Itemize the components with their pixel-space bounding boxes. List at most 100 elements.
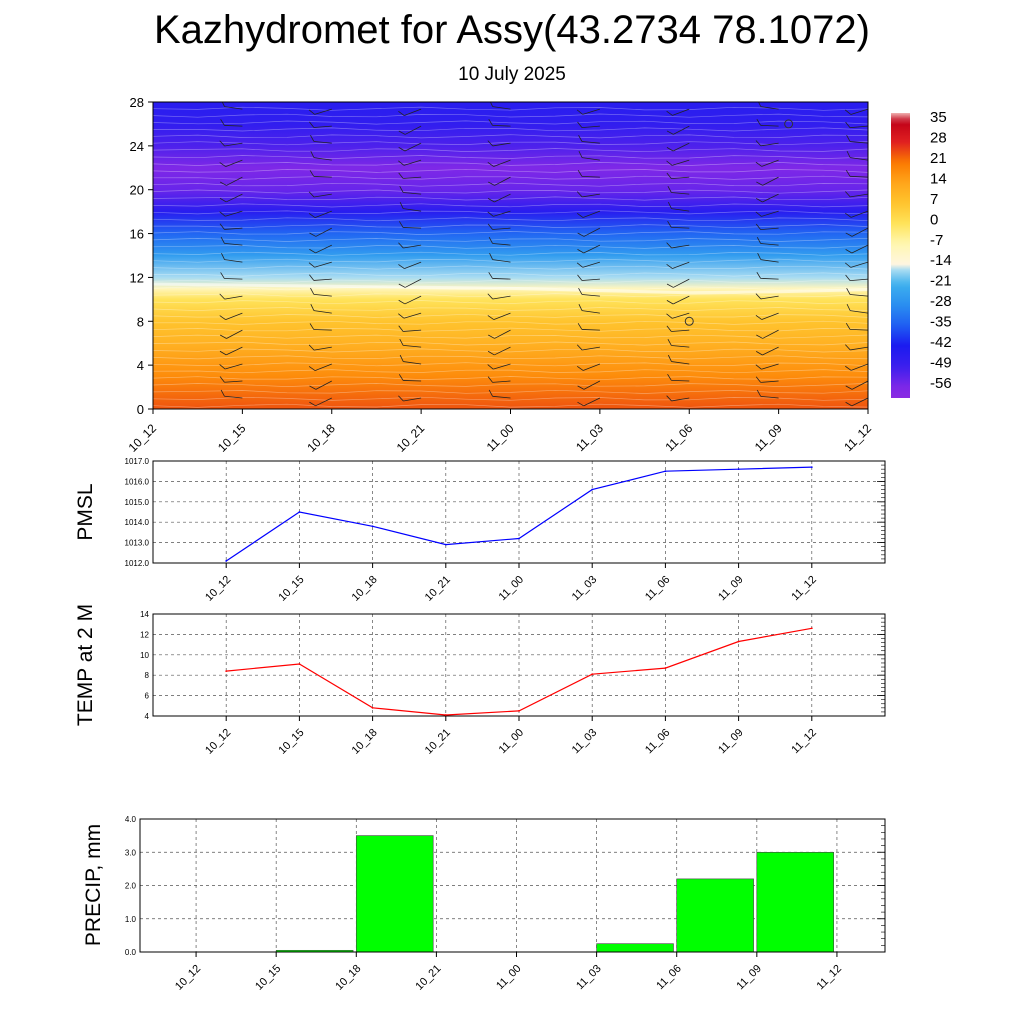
wind-barb (399, 354, 422, 365)
wind-barb-flag (308, 366, 316, 371)
wind-barb-flag (219, 364, 226, 370)
wind-barb-flag (845, 232, 853, 237)
wind-barb-shaft (581, 329, 600, 331)
wind-barb-shaft (760, 227, 779, 231)
wind-barb-shaft (492, 106, 511, 110)
y-tick-label: 12 (140, 630, 149, 639)
wind-barb-flag (488, 272, 493, 279)
field-x-tick-label: 11_03 (573, 421, 606, 454)
wind-barb-flag (131, 339, 136, 345)
wind-barb-shaft (403, 176, 422, 179)
wind-barb-flag (220, 119, 225, 126)
contour-line (153, 307, 868, 311)
wind-barb-flag (666, 147, 674, 152)
wind-barb-flag (131, 374, 135, 380)
wind-barb-flag (577, 249, 584, 254)
wind-barb (844, 261, 868, 268)
contour-line (153, 210, 868, 215)
wind-barb-flag (845, 385, 853, 390)
wind-barb-flag (309, 248, 316, 254)
y-tick-label: 10 (140, 651, 149, 660)
wind-barb-flag (309, 385, 317, 390)
x-tick-label: 11_12 (815, 963, 845, 993)
wind-barb (666, 278, 690, 288)
colorbar-fill (891, 113, 910, 398)
field-x-tick-label: 11_06 (663, 421, 696, 454)
wind-barb-flag (845, 169, 851, 177)
wind-barb-shaft (761, 312, 779, 320)
wind-barb-shaft (760, 259, 779, 263)
wind-barb (398, 172, 422, 179)
wind-barb-shaft (224, 380, 243, 383)
contour-line (153, 327, 868, 332)
wind-barb (755, 210, 779, 217)
wind-barb-flag (576, 213, 584, 218)
wind-barb-flag (487, 198, 495, 203)
wind-barb-shaft (313, 125, 332, 128)
wind-barb (153, 159, 154, 166)
y-tick-label: 6 (145, 692, 150, 701)
wind-barb-flag (221, 102, 225, 107)
colorbar-label: -28 (930, 293, 952, 310)
wind-barb-shaft (313, 278, 332, 281)
wind-barb (755, 346, 779, 356)
precip-bar (596, 943, 674, 953)
wind-barb-shaft (671, 397, 690, 402)
data-point (737, 640, 740, 643)
field-y-tick-label: 16 (130, 227, 144, 242)
contour-line (153, 355, 868, 360)
panel-frame (139, 818, 886, 953)
wind-barb-shaft (493, 159, 511, 167)
wind-barb-shaft (494, 346, 511, 356)
data-point (371, 706, 374, 709)
precip-bar (355, 835, 434, 953)
wind-barb (755, 223, 779, 231)
wind-barb (219, 210, 243, 217)
wind-barb (667, 201, 690, 212)
wind-barb-flag (130, 263, 136, 270)
contour-line (153, 120, 868, 125)
colorbar-label: 14 (930, 170, 947, 187)
field-y-tick-label: 12 (130, 270, 144, 285)
wind-barb (308, 108, 332, 115)
wind-barb-shaft (761, 363, 779, 370)
wind-barb (398, 142, 422, 152)
wind-barb-flag (398, 313, 405, 319)
wind-barb (487, 346, 511, 356)
wind-barb-flag (131, 298, 137, 305)
wind-barb (576, 344, 600, 351)
wind-barb (219, 293, 243, 300)
wind-barb-flag (219, 162, 226, 167)
contour-line (153, 148, 868, 153)
wind-barb-shaft (224, 142, 243, 147)
wind-barb (487, 140, 511, 147)
wind-barb-flag (666, 283, 674, 288)
field-y-tick-label: 8 (137, 314, 144, 329)
contour-line (153, 265, 868, 270)
data-point (810, 466, 813, 469)
wind-barb (576, 363, 601, 371)
wind-barb (488, 329, 511, 339)
wind-barb-shaft (314, 363, 332, 371)
wind-barb (845, 397, 868, 407)
wind-barb (666, 159, 690, 166)
wind-barb-flag (487, 140, 494, 147)
wind-barb (219, 140, 243, 147)
wind-barb-shaft (671, 345, 690, 348)
precip-bar (756, 851, 834, 953)
wind-barb (577, 121, 600, 129)
wind-barb-flag (845, 121, 851, 128)
wind-barb (398, 295, 422, 305)
wind-barb-flag (667, 354, 672, 362)
wind-barb-shaft (850, 346, 868, 351)
wind-barb (577, 274, 600, 281)
colorbar-label: 0 (930, 211, 938, 228)
wind-barb-flag (845, 323, 851, 330)
colorbar-label: -7 (930, 232, 943, 249)
y-tick-label: 1.0 (125, 915, 137, 924)
wind-barb (577, 397, 601, 407)
wind-barb-shaft (403, 397, 422, 402)
wind-barb-shaft (225, 363, 243, 370)
wind-barb-shaft (583, 397, 601, 407)
wind-barb (578, 150, 600, 161)
